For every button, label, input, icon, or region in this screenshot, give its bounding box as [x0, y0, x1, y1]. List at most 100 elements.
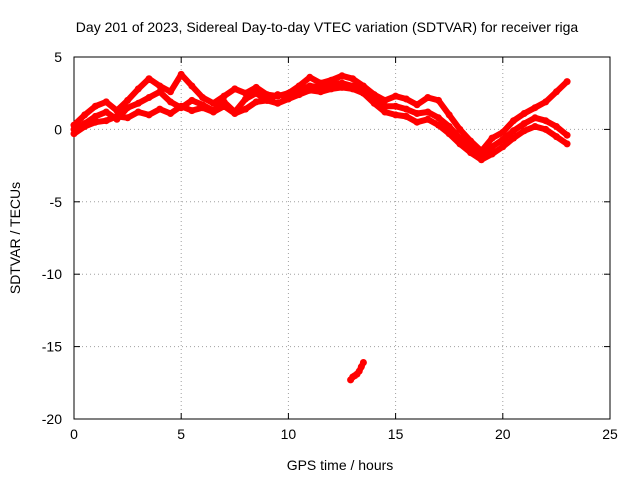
data-point — [317, 88, 325, 96]
data-point — [188, 82, 196, 90]
chart-title: Day 201 of 2023, Sidereal Day-to-day VTE… — [76, 19, 579, 35]
data-point — [488, 134, 496, 142]
data-point — [306, 73, 314, 81]
data-point — [295, 91, 303, 99]
data-point — [199, 94, 207, 101]
data-point — [220, 102, 228, 110]
x-tick-label: 10 — [281, 426, 297, 442]
data-point — [220, 92, 228, 100]
data-point — [424, 115, 432, 123]
data-point — [510, 117, 517, 125]
data-point — [477, 156, 485, 164]
data-point — [445, 111, 453, 119]
data-point — [124, 96, 132, 104]
data-point — [435, 96, 442, 104]
data-point — [510, 134, 517, 142]
data-point — [359, 359, 367, 366]
data-point — [359, 89, 367, 97]
data-point — [499, 136, 507, 143]
data-point — [552, 88, 560, 96]
data-point — [349, 75, 357, 83]
data-point — [102, 108, 110, 116]
axis-ticks: 0 5 10 15 20 25 5 0 -5 -10 -15 -20 — [42, 49, 618, 442]
data-point — [81, 123, 89, 130]
y-tick-label: -10 — [42, 266, 62, 282]
data-point — [231, 85, 239, 93]
data-point — [499, 143, 507, 151]
x-tick-label: 0 — [70, 426, 78, 442]
data-series — [70, 70, 571, 384]
data-point — [113, 112, 121, 120]
data-point — [156, 105, 164, 113]
data-point — [134, 108, 142, 116]
data-point — [242, 95, 249, 103]
data-point — [435, 114, 442, 122]
data-point — [456, 125, 464, 133]
data-point — [231, 110, 239, 117]
data-point — [510, 127, 517, 135]
data-point — [542, 98, 550, 106]
data-point — [102, 117, 110, 125]
data-point — [531, 123, 539, 130]
data-point — [563, 140, 571, 148]
data-point — [156, 82, 164, 90]
data-point — [242, 105, 249, 113]
data-point — [252, 98, 260, 106]
data-point — [467, 149, 475, 157]
data-point — [338, 72, 346, 80]
data-point — [402, 112, 410, 120]
data-point — [209, 108, 217, 116]
data-point — [167, 110, 174, 117]
data-point — [499, 128, 507, 136]
gridlines — [74, 57, 610, 419]
data-point — [413, 110, 421, 117]
data-point — [274, 99, 282, 107]
data-point — [188, 107, 196, 115]
data-point — [381, 108, 389, 116]
data-point — [552, 133, 560, 141]
data-point — [370, 99, 378, 107]
data-point — [392, 111, 400, 119]
data-point — [552, 123, 560, 130]
data-point — [134, 85, 142, 93]
data-point — [145, 75, 153, 83]
data-point — [424, 94, 432, 101]
x-tick-label: 5 — [177, 426, 185, 442]
data-point — [177, 70, 185, 78]
data-point — [124, 114, 132, 122]
x-tick-label: 20 — [495, 426, 511, 442]
x-tick-label: 15 — [388, 426, 404, 442]
data-point — [424, 108, 432, 116]
x-tick-label: 25 — [602, 426, 618, 442]
data-point — [263, 96, 271, 104]
data-point — [91, 118, 99, 126]
data-point — [542, 117, 550, 125]
data-point — [145, 94, 153, 101]
data-point — [413, 101, 421, 109]
data-point — [563, 78, 571, 86]
data-point — [209, 99, 217, 107]
data-point — [520, 110, 528, 117]
data-point — [520, 120, 528, 128]
data-point — [145, 111, 153, 119]
data-point — [542, 125, 550, 133]
data-point — [199, 104, 207, 112]
data-point — [124, 104, 132, 112]
data-point — [392, 92, 400, 100]
data-point — [91, 102, 99, 110]
y-tick-label: 0 — [54, 121, 62, 137]
y-tick-label: -5 — [50, 194, 63, 210]
y-tick-label: -20 — [42, 411, 62, 427]
data-point — [274, 91, 282, 99]
data-point — [252, 83, 260, 91]
data-point — [349, 85, 357, 93]
data-point — [91, 112, 99, 120]
data-point — [252, 89, 260, 97]
data-point — [156, 88, 164, 96]
data-point — [531, 114, 539, 122]
data-point — [563, 131, 571, 139]
data-point — [488, 150, 496, 158]
data-point — [102, 98, 110, 106]
data-point — [306, 86, 314, 94]
